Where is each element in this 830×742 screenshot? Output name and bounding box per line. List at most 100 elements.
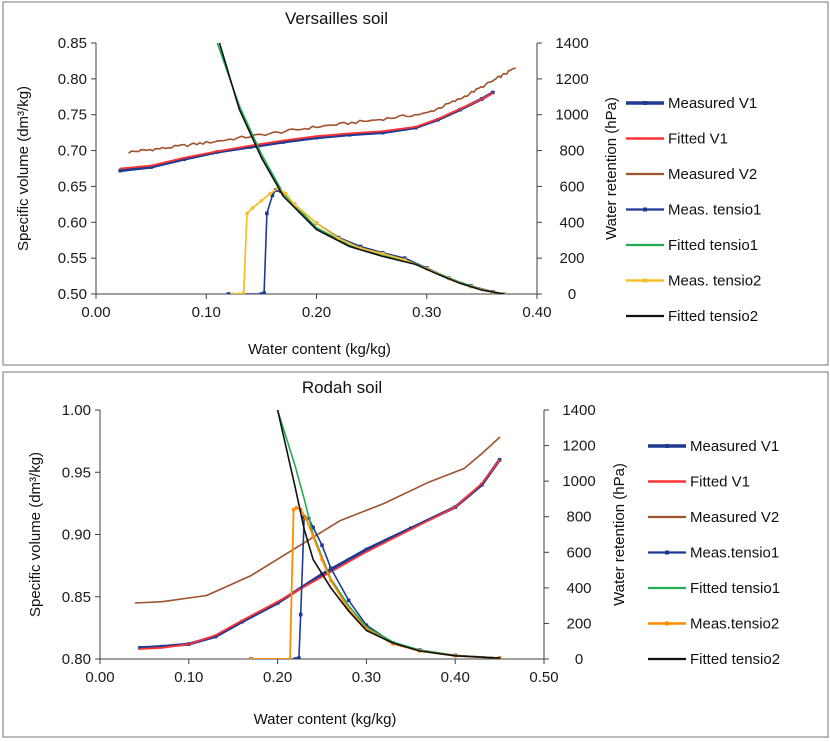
data-point-measured-v1 [138, 645, 142, 650]
data-point-meas-tensio2 [294, 506, 299, 510]
y-axis-label-right: Water retention (hPa) [611, 463, 628, 606]
legend: Measured V1 Fitted V1 Measured V2 Meas. ten… [626, 95, 761, 325]
data-point-meas-tensio2 [311, 534, 315, 539]
data-point-meas-tensio2 [329, 578, 333, 583]
data-point-meas-tensio1 [346, 598, 351, 603]
x-tick-label: 0.10 [192, 304, 221, 321]
chart-title: Rodah soil [302, 378, 382, 397]
data-point-meas-tensio1 [329, 566, 333, 571]
x-axis-label: Water content (kg/kg) [248, 341, 391, 358]
legend-marker-measured-v1 [643, 101, 647, 105]
data-point-measured-v1 [314, 135, 319, 140]
data-point-meas-tensio1 [226, 292, 231, 294]
data-point-meas-tensio1 [297, 656, 301, 659]
legend-label-fitted-v1: Fitted V1 [690, 474, 750, 491]
data-point-meas-tensio2 [237, 292, 242, 294]
data-point-meas-tensio1 [293, 657, 298, 659]
legend-label-meas-tensio1: Meas.tensio1 [690, 545, 779, 562]
x-tick-label: 0.20 [302, 304, 331, 321]
data-point-meas-tensio1 [298, 612, 303, 617]
y-tick-label-right: 1400 [555, 35, 588, 52]
legend-label-fitted-tensio2: Fitted tensio2 [690, 651, 780, 668]
data-point-meas-tensio1 [262, 291, 266, 294]
series-line-measured-v2 [128, 67, 516, 154]
legend-marker-meas-tensio1 [643, 207, 647, 212]
data-point-measured-v1 [275, 601, 280, 605]
y-tick-label-left: 0.80 [62, 651, 91, 668]
data-point-measured-v1 [347, 132, 352, 137]
x-tick-label: 0.20 [263, 669, 292, 686]
y-tick-label-right: 1000 [562, 473, 595, 490]
y-tick-label-left: 0.50 [58, 286, 87, 303]
y-axis-label-left: Specific volume (dm³/kg) [15, 86, 32, 251]
data-point-measured-v1 [182, 157, 186, 161]
legend-label-fitted-tensio1: Fitted tensio1 [690, 580, 780, 597]
data-point-meas-tensio2 [250, 206, 255, 210]
y-tick-label-right: 400 [559, 214, 584, 231]
data-point-measured-v1 [409, 526, 413, 531]
y-axis-label-left: Specific volume (dm³/kg) [27, 452, 44, 617]
data-point-meas-tensio1 [364, 623, 369, 628]
legend-label-measured-v2: Measured V2 [668, 166, 757, 183]
y-tick-label-right: 0 [575, 651, 583, 668]
y-tick-label-right: 800 [566, 509, 591, 526]
legend-marker-meas-tensio2 [665, 621, 669, 626]
plot-area [134, 410, 502, 659]
x-tick-label: 0.00 [85, 669, 114, 686]
y-axis-label-right: Water retention (hPa) [603, 97, 620, 240]
data-point-meas-tensio2 [283, 191, 288, 196]
series-line-fitted-tensio2 [218, 43, 505, 294]
data-point-meas-tensio1 [259, 292, 264, 294]
chart-panel-rodah: Rodah soil 0.00 0.10 0.20 0.30 0.40 0.50 0.80 0.… [2, 371, 829, 738]
y-tick-label-left: 0.55 [58, 250, 87, 267]
chart-panel-versailles: Versailles soil 0.00 0.10 0.20 0.30 0.40 0.50 0… [2, 1, 829, 366]
y-tick-label-left: 0.70 [58, 143, 87, 160]
x-tick-label: 0.30 [352, 669, 381, 686]
y-tick-label-left: 0.60 [58, 214, 87, 231]
legend-label-measured-v2: Measured V2 [690, 509, 779, 526]
legend-marker-meas-tensio1 [665, 550, 669, 555]
data-point-meas-tensio2 [380, 251, 385, 256]
x-tick-label: 0.30 [412, 304, 441, 321]
data-point-meas-tensio2 [245, 211, 249, 216]
y-tick-label-right: 1200 [555, 71, 588, 88]
data-point-meas-tensio1 [311, 525, 315, 530]
legend-label-fitted-v1: Fitted V1 [668, 131, 728, 148]
data-point-meas-tensio2 [291, 507, 296, 512]
data-point-meas-tensio2 [288, 657, 292, 659]
x-tick-label: 0.00 [81, 304, 110, 321]
data-point-meas-tensio1 [270, 193, 275, 198]
series-line-fitted-tensio2 [276, 410, 501, 659]
data-point-meas-tensio2 [230, 292, 235, 294]
data-point-measured-v1 [281, 140, 286, 144]
y-tick-label-left: 0.80 [58, 71, 87, 88]
data-point-measured-v1 [248, 145, 253, 149]
plot-area [118, 43, 516, 294]
chart-title: Versailles soil [285, 9, 388, 28]
y-tick-label-left: 1.00 [62, 402, 91, 419]
y-tick-label-right: 1000 [555, 107, 588, 124]
legend-label-fitted-tensio2: Fitted tensio2 [668, 308, 758, 325]
legend: Measured V1 Fitted V1 Measured V2 Meas.tens… [648, 438, 780, 668]
legend-label-meas-tensio1: Meas. tensio1 [668, 202, 761, 219]
panel-frame [2, 371, 829, 738]
y-tick-label-left: 0.85 [62, 589, 91, 606]
data-point-measured-v1 [480, 482, 484, 487]
panel-frame [2, 1, 829, 366]
legend-label-meas-tensio2: Meas.tensio2 [690, 616, 779, 633]
data-point-meas-tensio2 [304, 516, 308, 521]
data-point-measured-v1 [213, 634, 218, 639]
y-tick-label-right: 400 [566, 580, 591, 597]
data-point-meas-tensio1 [320, 543, 324, 547]
y-tick-label-right: 1400 [562, 402, 595, 419]
legend-label-fitted-tensio1: Fitted tensio1 [668, 237, 758, 254]
y-tick-label-left: 0.65 [58, 178, 87, 195]
legend-marker-measured-v1 [665, 444, 669, 448]
data-point-meas-tensio2 [268, 191, 272, 196]
data-point-meas-tensio2 [249, 657, 253, 659]
data-point-measured-v1 [380, 130, 385, 135]
y-tick-label-right: 0 [568, 286, 576, 303]
x-tick-label: 0.50 [529, 669, 558, 686]
data-point-measured-v1 [240, 619, 244, 624]
